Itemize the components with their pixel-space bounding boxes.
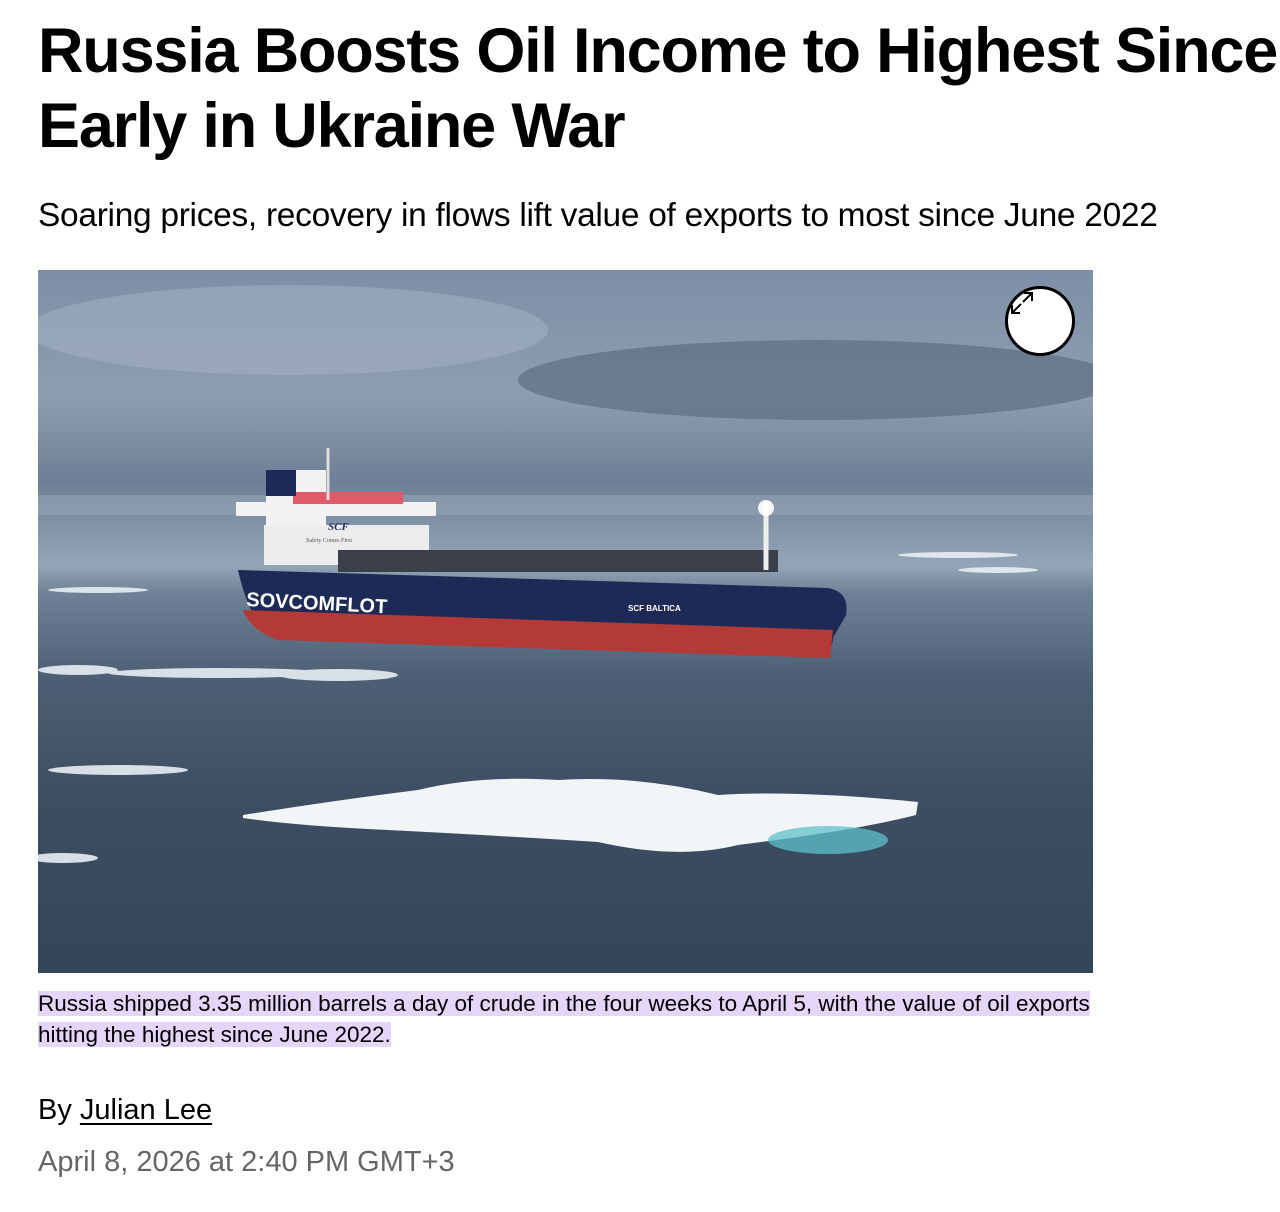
expand-image-button[interactable] [1005,286,1075,356]
subheadline: Soaring prices, recovery in flows lift v… [38,197,1158,234]
hero-image: SOVCOMFLOT SCF BALTICA SCF Safety Comes … [38,270,1093,973]
image-caption: Russia shipped 3.35 million barrels a da… [38,988,1098,1050]
ship-name: SCF BALTICA [628,604,681,613]
headline: Russia Boosts Oil Income to Highest Sinc… [38,16,1278,161]
scf-slogan: Safety Comes First [306,537,352,544]
caption-text: Russia shipped 3.35 million barrels a da… [38,991,1090,1047]
byline-prefix: By [38,1094,72,1126]
expand-arrows-icon [1011,292,1033,314]
byline: By Julian Lee [38,1092,212,1128]
tanker-photo: SOVCOMFLOT SCF BALTICA SCF Safety Comes … [38,285,1093,863]
publish-date: April 8, 2026 at 2:40 PM GMT+3 [38,1146,455,1178]
scf-logo: SCF [328,521,349,533]
author-link[interactable]: Julian Lee [79,1094,213,1126]
